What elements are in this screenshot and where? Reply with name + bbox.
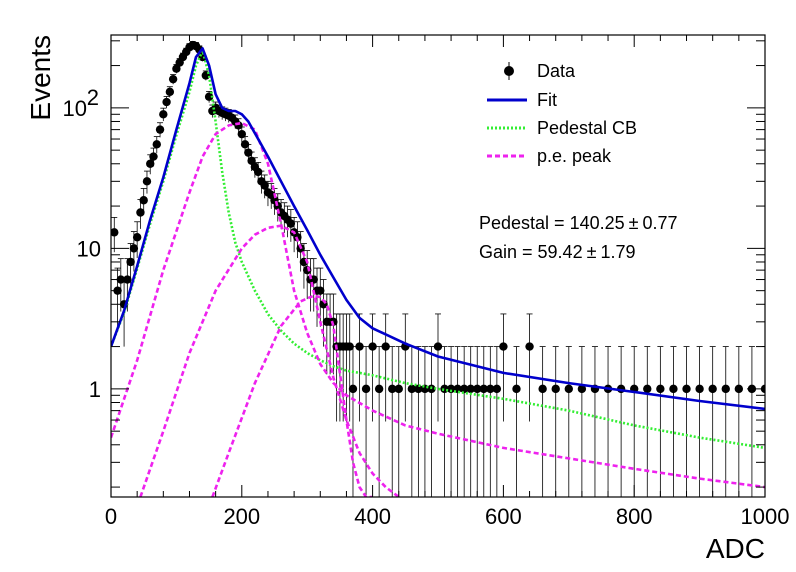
data-point [499, 342, 508, 351]
x-tick-label: 0 [105, 504, 117, 529]
data-point [446, 384, 456, 394]
data-point [512, 384, 521, 394]
data-point [146, 159, 155, 168]
data-point [253, 167, 263, 177]
legend-pedestal-label: Pedestal CB [537, 118, 637, 138]
data-point [414, 384, 423, 394]
pedestal-result: Pedestal = 140.25 ±0.77 [479, 213, 678, 233]
data-point [149, 152, 158, 161]
data-point [132, 233, 142, 242]
legend-item-fit: Fit [487, 90, 557, 110]
data-point [486, 384, 495, 394]
data-point [708, 384, 717, 394]
data-point [656, 384, 665, 394]
series-line-p-e-peak-1 [111, 121, 765, 489]
legend-pe-label: p.e. peak [537, 146, 612, 166]
data-point [394, 384, 403, 394]
data-point [361, 384, 371, 394]
data-point [734, 384, 744, 394]
data-point [695, 384, 704, 394]
data-point [244, 148, 253, 157]
data-point [407, 384, 417, 394]
gain-result: Gain = 59.42 ±1.79 [479, 242, 636, 262]
data-point [126, 257, 135, 267]
data-point [479, 384, 488, 394]
data-point [388, 384, 397, 394]
data-point [466, 384, 475, 394]
x-tick-label: 600 [485, 504, 522, 529]
fit-curves [111, 47, 765, 497]
data-point [525, 342, 534, 351]
data-point [111, 228, 119, 237]
legend-item-pe: p.e. peak [487, 146, 612, 166]
data-point [721, 384, 730, 394]
legend-item-pedestal: Pedestal CB [487, 118, 637, 138]
y-tick-label-exponent: 2 [87, 85, 99, 110]
data-point [240, 140, 250, 149]
series-line-p-e-peak-2 [139, 224, 400, 497]
x-tick-label: 400 [354, 504, 391, 529]
data-point [374, 384, 384, 394]
y-axis-label: Events [25, 35, 56, 121]
data-point [152, 140, 161, 149]
data-point [682, 384, 691, 394]
data-point [168, 74, 178, 84]
data-point [459, 384, 469, 394]
y-tick-label: 1 [89, 377, 101, 402]
legend-item-data: Data [504, 61, 576, 81]
y-tick-label: 10 [63, 96, 87, 121]
data-point [577, 384, 587, 394]
plot-frame [110, 34, 766, 498]
data-point [345, 342, 354, 351]
data-point [381, 342, 390, 351]
data-point [669, 384, 678, 394]
data-point [165, 87, 175, 97]
data-point [551, 384, 560, 394]
data-point [123, 275, 132, 284]
data-point [116, 275, 126, 284]
x-axis-label: ADC [706, 533, 765, 564]
series-line-fit [111, 47, 765, 411]
legend-data-label: Data [537, 61, 576, 81]
data-point [139, 196, 148, 205]
data-point [316, 286, 325, 295]
data-layer [111, 40, 765, 497]
legend: Data Fit Pedestal CB p.e. peak [487, 61, 637, 166]
data-point [162, 97, 171, 107]
y-tick-label: 10 [77, 236, 101, 261]
data-point [348, 384, 358, 394]
data-point [355, 342, 364, 351]
data-point [492, 384, 502, 394]
series-line-pedestal-cb [111, 49, 765, 450]
data-point [643, 384, 652, 394]
data-point [129, 244, 139, 253]
x-tick-label: 1000 [741, 504, 790, 529]
data-point [136, 208, 145, 217]
data-point [473, 384, 482, 394]
x-tick-label: 800 [616, 504, 653, 529]
data-point [260, 181, 269, 190]
data-point [155, 125, 165, 134]
x-tick-label: 200 [223, 504, 260, 529]
data-point [142, 177, 152, 186]
data-point [538, 384, 547, 394]
data-points [111, 40, 765, 497]
legend-data-marker [504, 66, 514, 76]
data-point [433, 342, 443, 351]
series-line-p-e-peak-3 [211, 294, 373, 497]
data-point [286, 219, 296, 228]
data-point [159, 110, 168, 119]
data-point [368, 342, 377, 351]
legend-fit-label: Fit [537, 90, 557, 110]
data-point [564, 384, 573, 394]
data-point [204, 92, 214, 101]
